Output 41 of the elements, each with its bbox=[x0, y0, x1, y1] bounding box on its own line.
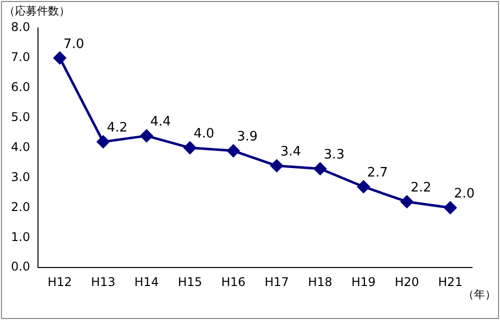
x-tick-label: H16 bbox=[221, 274, 246, 289]
x-tick-label: H18 bbox=[308, 274, 332, 289]
point bbox=[314, 162, 326, 176]
point bbox=[140, 130, 153, 142]
point bbox=[96, 136, 110, 148]
x-tick-label: H19 bbox=[351, 274, 376, 289]
data-label: 2.2 bbox=[410, 180, 432, 196]
x-tick-label: H17 bbox=[264, 274, 289, 289]
data-label: 3.4 bbox=[280, 144, 302, 160]
point bbox=[54, 52, 66, 64]
y-tick-label: 3.0 bbox=[10, 170, 30, 184]
point bbox=[444, 201, 457, 214]
point bbox=[270, 160, 283, 172]
y-tick-label: 0.0 bbox=[10, 260, 30, 274]
data-label: 3.3 bbox=[324, 148, 344, 163]
data-label: 3.9 bbox=[237, 130, 258, 145]
x-tick-label: H20 bbox=[394, 274, 420, 289]
data-label: 2.0 bbox=[454, 186, 475, 202]
x-tick-label: H12 bbox=[48, 274, 72, 289]
x-tick-label: H14 bbox=[134, 274, 159, 289]
x-tick-label: H13 bbox=[91, 274, 116, 289]
data-label: 4.4 bbox=[150, 114, 171, 130]
point bbox=[227, 144, 240, 158]
y-axis-title: （応募件数） bbox=[4, 4, 70, 18]
data-label: 2.7 bbox=[367, 166, 388, 181]
y-tick-label: 4.0 bbox=[10, 140, 30, 154]
y-tick-label: 2.0 bbox=[10, 200, 30, 214]
x-tick-label: H15 bbox=[178, 274, 202, 289]
point bbox=[357, 180, 370, 193]
y-tick-label: 7.0 bbox=[10, 50, 30, 64]
point bbox=[400, 195, 414, 208]
x-axis-title: （年） bbox=[463, 288, 496, 301]
y-tick-label: 1.0 bbox=[10, 230, 30, 244]
data-label: 4.0 bbox=[194, 126, 214, 142]
data-label: 7.0 bbox=[63, 36, 84, 52]
y-tick-label: 8.0 bbox=[10, 20, 30, 34]
point bbox=[184, 142, 196, 154]
x-tick-label: H21 bbox=[438, 274, 462, 289]
y-tick-label: 5.0 bbox=[10, 110, 30, 124]
data-label: 4.2 bbox=[106, 120, 128, 136]
y-tick-label: 6.0 bbox=[10, 80, 30, 94]
